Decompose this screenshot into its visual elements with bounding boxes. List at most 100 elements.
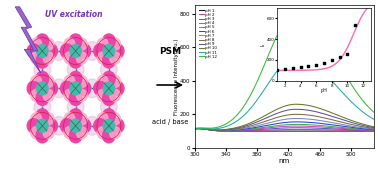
- pH 6: [225, 129, 230, 131]
- pH 1: [240, 130, 245, 132]
- Line: pH 1: pH 1: [195, 129, 378, 131]
- pH 9: [376, 127, 378, 129]
- Circle shape: [45, 44, 57, 58]
- Circle shape: [102, 91, 115, 105]
- Circle shape: [84, 116, 101, 135]
- Circle shape: [78, 44, 91, 58]
- pH 3: [240, 129, 245, 131]
- Circle shape: [102, 71, 115, 86]
- pH 2: [331, 129, 336, 131]
- pH 11: [192, 128, 197, 130]
- Circle shape: [37, 119, 48, 132]
- Circle shape: [101, 60, 117, 79]
- Circle shape: [70, 82, 81, 95]
- X-axis label: nm: nm: [279, 158, 290, 164]
- Circle shape: [97, 75, 108, 88]
- pH 3: [331, 128, 336, 130]
- Circle shape: [69, 34, 82, 48]
- pH 3: [316, 127, 320, 129]
- Circle shape: [97, 52, 108, 64]
- pH 1: [197, 128, 201, 130]
- Line: pH 3: pH 3: [195, 128, 378, 131]
- pH 10: [192, 128, 197, 130]
- pH 12: [192, 128, 197, 130]
- pH 2: [301, 128, 306, 130]
- Y-axis label: Fluorescence Intensity(a.u.): Fluorescence Intensity(a.u.): [174, 38, 179, 115]
- Circle shape: [103, 119, 115, 132]
- Circle shape: [60, 81, 73, 96]
- Circle shape: [64, 38, 75, 50]
- pH 9: [225, 129, 230, 131]
- pH 9: [240, 126, 245, 128]
- Line: pH 10: pH 10: [195, 104, 378, 130]
- Circle shape: [36, 71, 49, 86]
- pH 11: [376, 121, 378, 123]
- Circle shape: [111, 44, 124, 58]
- pH 6: [331, 124, 336, 126]
- pH 7: [301, 118, 306, 120]
- pH 11: [301, 57, 306, 59]
- pH 3: [294, 127, 298, 129]
- pH 5: [294, 123, 298, 125]
- pH 3: [192, 128, 197, 130]
- Circle shape: [27, 119, 40, 133]
- Circle shape: [76, 38, 87, 50]
- pH 9: [216, 129, 220, 131]
- Line: pH 6: pH 6: [195, 122, 378, 131]
- pH 4: [276, 126, 280, 128]
- pH 8: [376, 128, 378, 130]
- Circle shape: [94, 44, 107, 58]
- pH 2: [197, 128, 201, 130]
- Line: pH 2: pH 2: [195, 129, 378, 131]
- Circle shape: [36, 129, 49, 143]
- pH 7: [331, 122, 336, 124]
- Line: pH 8: pH 8: [195, 114, 378, 130]
- Circle shape: [64, 75, 75, 88]
- pH 12: [301, 14, 305, 16]
- pH 10: [301, 104, 306, 106]
- Circle shape: [110, 113, 121, 125]
- pH 5: [316, 124, 320, 126]
- pH 6: [316, 122, 320, 124]
- Circle shape: [97, 89, 108, 101]
- pH 11: [240, 116, 245, 118]
- pH 1: [376, 130, 378, 132]
- pH 2: [240, 130, 245, 132]
- pH 9: [331, 116, 336, 118]
- Circle shape: [110, 52, 121, 64]
- pH 2: [226, 130, 230, 132]
- pH 10: [294, 103, 298, 105]
- pH 8: [294, 113, 298, 115]
- Circle shape: [43, 52, 54, 64]
- pH 3: [376, 130, 378, 132]
- pH 1: [192, 128, 197, 130]
- Circle shape: [97, 113, 108, 125]
- Line: pH 7: pH 7: [195, 118, 378, 130]
- pH 11: [294, 56, 298, 58]
- Circle shape: [43, 113, 54, 125]
- Circle shape: [76, 113, 87, 125]
- pH 11: [331, 82, 336, 84]
- Circle shape: [110, 75, 121, 88]
- pH 4: [221, 130, 226, 132]
- Circle shape: [64, 52, 75, 64]
- Circle shape: [110, 127, 121, 139]
- pH 9: [294, 108, 298, 110]
- pH 4: [376, 129, 378, 131]
- pH 5: [220, 130, 225, 132]
- pH 4: [294, 125, 298, 127]
- pH 6: [192, 128, 197, 130]
- Circle shape: [36, 109, 49, 123]
- Circle shape: [101, 98, 117, 116]
- pH 7: [376, 129, 378, 131]
- Circle shape: [31, 89, 42, 101]
- pH 7: [240, 128, 245, 130]
- pH 12: [240, 108, 244, 110]
- pH 12: [331, 52, 335, 54]
- Circle shape: [37, 45, 48, 57]
- pH 12: [315, 28, 320, 30]
- pH 5: [240, 129, 245, 131]
- pH 1: [301, 130, 306, 132]
- Circle shape: [36, 54, 49, 68]
- Circle shape: [97, 127, 108, 139]
